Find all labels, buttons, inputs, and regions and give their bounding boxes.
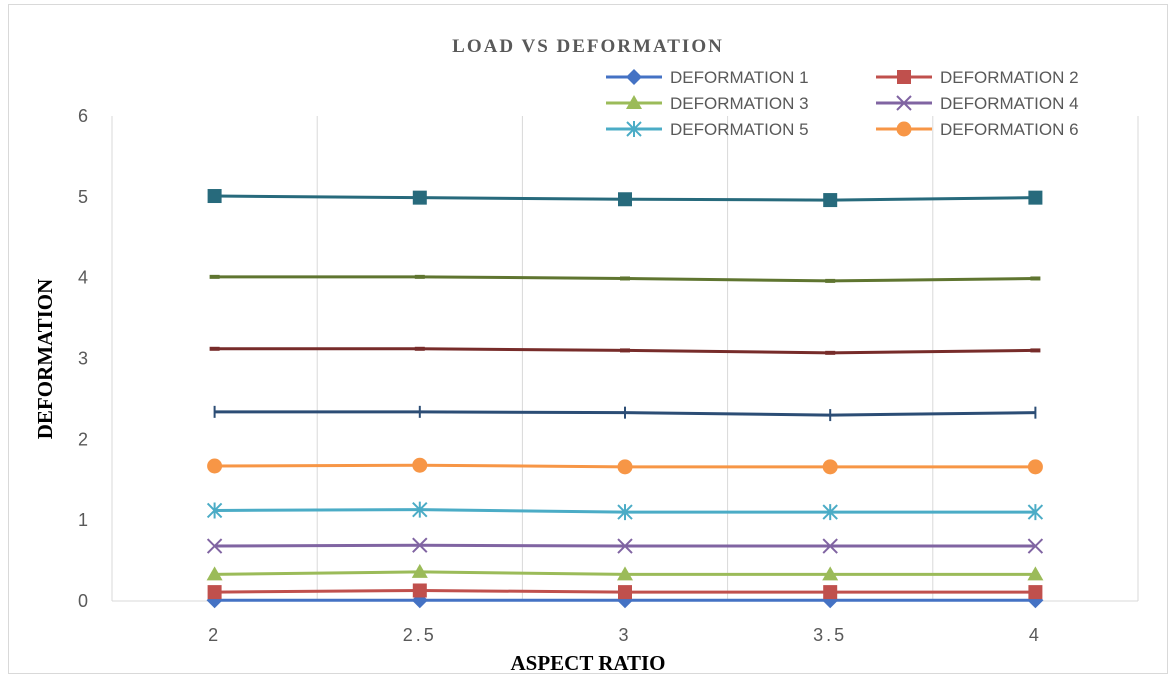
data-point (412, 583, 427, 598)
data-point (617, 504, 633, 521)
x-tick-label: 2 (208, 625, 221, 645)
data-point (207, 458, 223, 474)
x-tick-label: 3.5 (813, 625, 847, 645)
legend-entry: DEFORMATION 4 (876, 94, 1079, 113)
legend-label: DEFORMATION 6 (940, 120, 1079, 139)
legend-entry: DEFORMATION 2 (876, 68, 1079, 87)
data-point (823, 585, 838, 600)
data-point (822, 566, 839, 581)
legend-label: DEFORMATION 1 (670, 68, 809, 87)
grid (111, 116, 1139, 601)
data-point (617, 566, 633, 581)
data-point (206, 502, 223, 519)
chart-title: LOAD VS DEFORMATION (452, 36, 724, 57)
data-point (412, 537, 428, 553)
series-3 (206, 563, 1044, 581)
legend-entry: DEFORMATION 3 (606, 94, 809, 113)
series-8 (209, 346, 1041, 355)
legend-entry: DEFORMATION 5 (606, 120, 809, 139)
y-axis-title: DEFORMATION (33, 279, 57, 440)
data-point (617, 538, 633, 554)
legend-label: DEFORMATION 2 (940, 68, 1079, 87)
legend-label: DEFORMATION 3 (670, 94, 809, 113)
data-point (822, 538, 838, 554)
data-point (618, 192, 632, 207)
data-point (1027, 538, 1044, 554)
data-point (412, 457, 428, 473)
data-point (1028, 585, 1043, 600)
series-2 (207, 583, 1043, 600)
y-tick-label: 6 (78, 106, 88, 126)
data-point (1027, 504, 1044, 521)
y-tick-label: 0 (78, 591, 88, 611)
series-5 (206, 501, 1044, 521)
data-point (412, 501, 428, 518)
data-point (822, 504, 838, 521)
data-point (411, 563, 428, 578)
series-6 (207, 457, 1043, 475)
legend-entry: DEFORMATION 1 (606, 68, 809, 87)
x-tick-label: 2.5 (403, 625, 437, 645)
x-tick-label: 3 (618, 625, 631, 645)
legend-marker (626, 121, 642, 137)
x-axis-title: ASPECT RATIO (510, 651, 665, 675)
y-tick-label: 4 (78, 268, 88, 288)
series-10 (207, 189, 1043, 208)
axes: 0 1 2 3 4 5 6 2 2.5 3 3.5 4 (78, 106, 1138, 645)
data-point (206, 538, 223, 554)
data-point (618, 585, 632, 600)
data-point (207, 585, 222, 600)
legend: DEFORMATION 1 DEFORMATION 2 DEFORMATION 3 D… (606, 68, 1079, 139)
data-point (617, 459, 633, 475)
data-point (206, 566, 223, 581)
legend-marker (897, 70, 911, 84)
y-tick-label: 5 (78, 187, 88, 207)
data-point (1028, 190, 1043, 205)
legend-marker (626, 95, 642, 109)
data-point (1027, 566, 1044, 581)
legend-label: DEFORMATION 4 (940, 94, 1079, 113)
series-9 (209, 274, 1041, 283)
y-tick-label: 2 (78, 429, 88, 449)
data-point (412, 190, 427, 205)
legend-marker (626, 69, 642, 85)
data-point (822, 459, 838, 475)
legend-marker (896, 95, 912, 111)
y-tick-label: 1 (78, 510, 88, 530)
series-7 (213, 405, 1037, 422)
series-4 (206, 537, 1044, 554)
series-group (206, 189, 1044, 609)
data-point (207, 189, 222, 204)
x-tick-label: 4 (1029, 625, 1042, 645)
data-point (1027, 459, 1043, 475)
chart-frame (8, 4, 1168, 674)
y-tick-label: 3 (78, 349, 88, 369)
legend-label: DEFORMATION 5 (670, 120, 809, 139)
legend-marker (896, 121, 912, 137)
legend-entry: DEFORMATION 6 (876, 120, 1079, 139)
data-point (823, 193, 838, 208)
